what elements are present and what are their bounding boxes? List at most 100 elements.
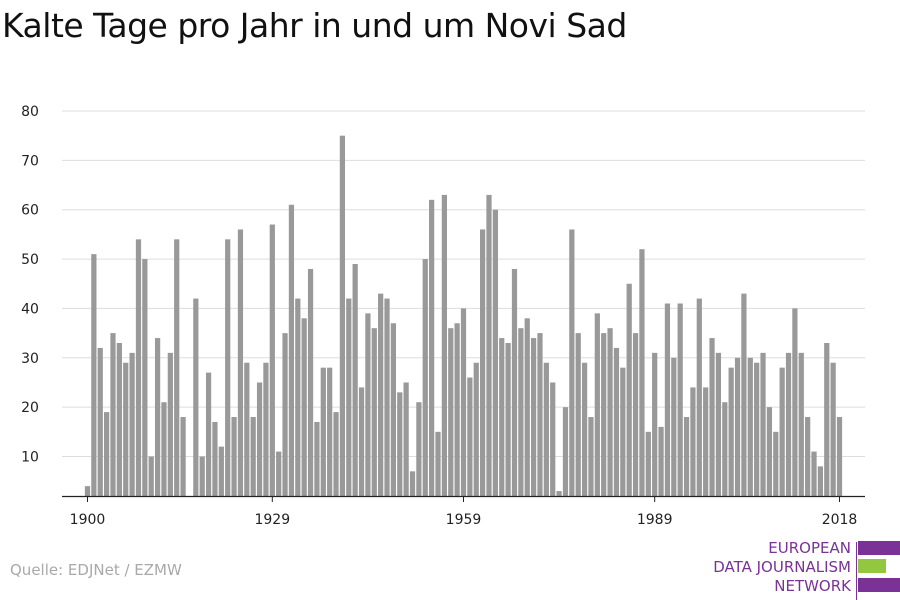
bar (154, 338, 161, 496)
y-tick-label: 20 (21, 400, 39, 416)
edjnet-logo: EUROPEAN DATA JOURNALISM NETWORK (700, 538, 900, 600)
bar (594, 313, 600, 496)
bar (683, 417, 690, 496)
bar (84, 486, 91, 496)
bar (722, 402, 728, 496)
bar (639, 249, 645, 496)
bar (301, 318, 307, 496)
logo-separator (856, 542, 857, 600)
bar (218, 446, 224, 496)
bar (390, 323, 397, 496)
bar (824, 342, 830, 496)
bar (288, 204, 295, 497)
x-tick-label: 1989 (637, 512, 673, 528)
bar (607, 328, 613, 496)
bar (652, 352, 658, 496)
bar (792, 308, 798, 496)
bar (779, 367, 785, 496)
bar (696, 298, 702, 496)
bar (142, 259, 148, 496)
chart-title: Kalte Tage pro Jahr in und um Novi Sad (2, 6, 627, 45)
bar (543, 362, 549, 496)
bar (403, 382, 409, 496)
bar (664, 303, 671, 496)
bar (409, 471, 416, 496)
bar (116, 342, 122, 496)
bar (123, 362, 129, 496)
bar (760, 352, 766, 496)
bar (550, 382, 556, 496)
logo-line-1: EUROPEAN (768, 539, 851, 557)
logo-bar-purple-top (858, 541, 900, 555)
x-tick-label: 1959 (446, 512, 482, 528)
bar (276, 451, 282, 496)
y-tick-label: 10 (21, 450, 39, 466)
bar (205, 372, 212, 496)
logo-line-3: NETWORK (774, 577, 851, 595)
bar (103, 412, 110, 496)
bar (129, 352, 135, 496)
bar (677, 303, 683, 496)
bar (237, 229, 244, 496)
bar (588, 417, 594, 496)
bar (836, 417, 843, 496)
y-tick-label: 50 (21, 252, 39, 268)
bar (492, 209, 498, 496)
bar (225, 239, 231, 497)
bar (135, 239, 142, 497)
bar (626, 283, 632, 496)
bar (256, 382, 263, 496)
bar (435, 431, 441, 496)
bar (613, 347, 620, 496)
bar (244, 362, 250, 496)
y-tick-label: 60 (21, 203, 39, 219)
bar (250, 417, 256, 496)
bar (562, 407, 569, 496)
bar (448, 328, 454, 496)
bar (282, 333, 288, 496)
bar (511, 268, 518, 496)
bar (480, 229, 486, 496)
source-note: Quelle: EDJNet / EZMW (10, 561, 182, 579)
bar (645, 431, 651, 496)
bar (365, 313, 371, 496)
y-tick-label: 40 (21, 301, 39, 317)
bar (811, 451, 817, 496)
bar (569, 229, 575, 496)
bar (486, 194, 492, 496)
bar (352, 264, 358, 496)
bar (269, 224, 275, 496)
bar (333, 412, 339, 496)
bar (295, 298, 301, 496)
bar (416, 402, 422, 496)
bar (314, 421, 320, 496)
bar (671, 357, 677, 496)
logo-bar-purple-bottom (858, 578, 900, 592)
bar (728, 367, 734, 496)
bar (505, 342, 511, 496)
bar (620, 367, 626, 496)
bar (773, 431, 779, 496)
y-tick-label: 30 (21, 351, 39, 367)
bar (805, 417, 811, 496)
bar (212, 421, 218, 496)
bar (747, 357, 753, 496)
bar (422, 259, 428, 496)
bar (734, 357, 741, 496)
y-tick-label: 70 (21, 153, 39, 169)
bar (110, 333, 116, 496)
bar (798, 352, 804, 496)
bar (537, 333, 543, 496)
bar (441, 194, 447, 496)
bar (91, 254, 97, 496)
bar (371, 328, 377, 496)
bar (339, 135, 346, 496)
bar (556, 491, 562, 496)
bar (524, 318, 530, 496)
bar (358, 387, 365, 496)
bar (429, 199, 435, 496)
bar (454, 323, 460, 496)
y-tick-label: 80 (21, 104, 39, 120)
bar (397, 392, 403, 496)
bar (346, 298, 352, 496)
